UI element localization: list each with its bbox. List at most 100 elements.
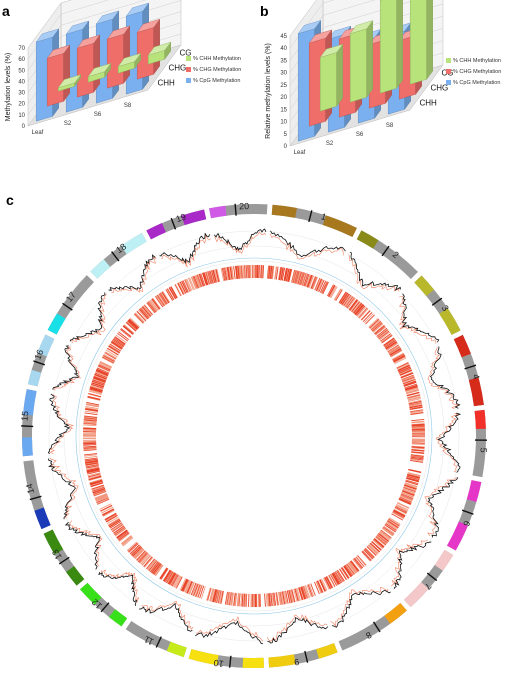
y-tick-label: 30 [280,71,287,77]
row-label: CHG [431,84,449,93]
bar-front [380,0,397,93]
legend-entry: % CpG Methylation [453,80,500,86]
bar-front [350,29,367,102]
y-axis-label: Relative methylation levels (%) [265,43,272,139]
chromosome-20-color-segment [209,206,226,218]
y-tick-label: 5 [284,132,288,138]
chromosome-9-color-segment [316,643,337,659]
chromosome-label: 4 [471,373,482,380]
y-tick-label: 45 [280,34,287,40]
methylation-line-secondary [436,413,458,472]
y-tick-label: 25 [280,83,287,89]
chromosome-label: 9 [293,657,300,668]
chromosome-9-color-segment [268,654,295,667]
density-tick [134,314,143,323]
density-tick [84,456,97,458]
chromosome-1-color-segment [272,205,297,218]
density-tick [265,594,266,607]
density-tick [234,266,236,279]
legend-swatch [186,56,191,61]
density-tick [335,289,342,300]
chromosome-1-color-segment [323,215,357,237]
y-tick-label: 20 [18,102,25,108]
row-label: CHH [158,79,176,88]
bar-side [397,0,403,88]
centromere [21,426,33,427]
density-tick [243,265,244,278]
density-tick [365,549,374,558]
y-tick-label: 40 [280,46,287,52]
bar-side [337,44,343,106]
panel-label-a: a [2,3,10,19]
density-tick [134,314,143,323]
legend-entry: % CpG Methylation [193,78,240,84]
methylation-line-secondary [50,394,73,453]
chromosome-16-color-segment [28,370,41,387]
chart-b: 051015202530354045LeafS2S6S8CGCHGCHHRela… [265,0,501,156]
bar-side [64,45,70,101]
legend-swatch [186,78,191,83]
guide-ring [64,246,444,626]
legend-swatch [446,69,451,74]
x-category-label: S8 [124,103,132,109]
chromosome-label: 5 [478,447,488,453]
density-tick [83,443,96,444]
density-tick [322,282,328,294]
y-axis-label: Methylation levels (%) [5,53,12,121]
y-tick-label: 60 [18,57,25,63]
density-tick [412,443,425,444]
legend-entry: % CHH Methylation [453,58,501,64]
y-tick-label: 70 [18,46,25,52]
density-tick [89,477,102,480]
x-category-label: S8 [386,123,394,129]
centromere [235,204,236,216]
bar-side [367,21,373,98]
density-tick [295,589,298,602]
bar-side [94,35,100,92]
chromosome-19-color-segment [146,223,166,239]
bar-front [320,52,337,111]
legend-entry: % CHH Methylation [193,56,241,62]
x-category-label: Leaf [294,150,306,156]
reference-ring [76,258,432,614]
chromosome-label: 15 [19,411,30,422]
legend-swatch [446,80,451,85]
y-tick-label: 35 [280,58,287,64]
chromosome-11-color-segment [167,642,187,657]
bar-front [107,34,124,88]
bar-front [410,0,427,84]
chromosome-6-color-segment [447,522,468,551]
bar-front [47,53,64,106]
density-tick [83,425,96,426]
density-tick [412,444,425,445]
chromosome-6-color-segment [467,480,482,502]
y-tick-label: 15 [280,107,287,113]
y-tick-label: 20 [280,95,287,101]
panel-label-c: c [6,192,14,208]
methylation-line [53,346,78,390]
bar-side [124,26,130,83]
density-tick [241,594,242,607]
methylation-line-secondary [196,617,263,641]
density-tick [83,428,96,429]
x-category-label: S6 [356,132,364,138]
legend-entry: % CHG Methylation [193,67,241,73]
methylation-line [214,229,266,250]
y-tick-label: 10 [280,120,287,126]
legend-swatch [446,58,451,63]
chromosome-label: 10 [213,658,224,669]
x-category-label: Leaf [32,130,44,136]
chromosome-label: 20 [239,201,249,211]
methylation-line-secondary [267,615,327,642]
y-tick-label: 30 [18,91,25,97]
y-tick-label: 0 [284,144,288,150]
row-label: CHG [169,64,187,73]
density-tick [246,265,247,278]
methylation-line-secondary [425,477,457,536]
x-category-label: S2 [326,141,334,147]
row-label: CHH [420,99,438,108]
legend-entry: % CHG Methylation [453,69,501,75]
x-category-label: S6 [94,112,102,118]
y-tick-label: 10 [18,113,25,119]
